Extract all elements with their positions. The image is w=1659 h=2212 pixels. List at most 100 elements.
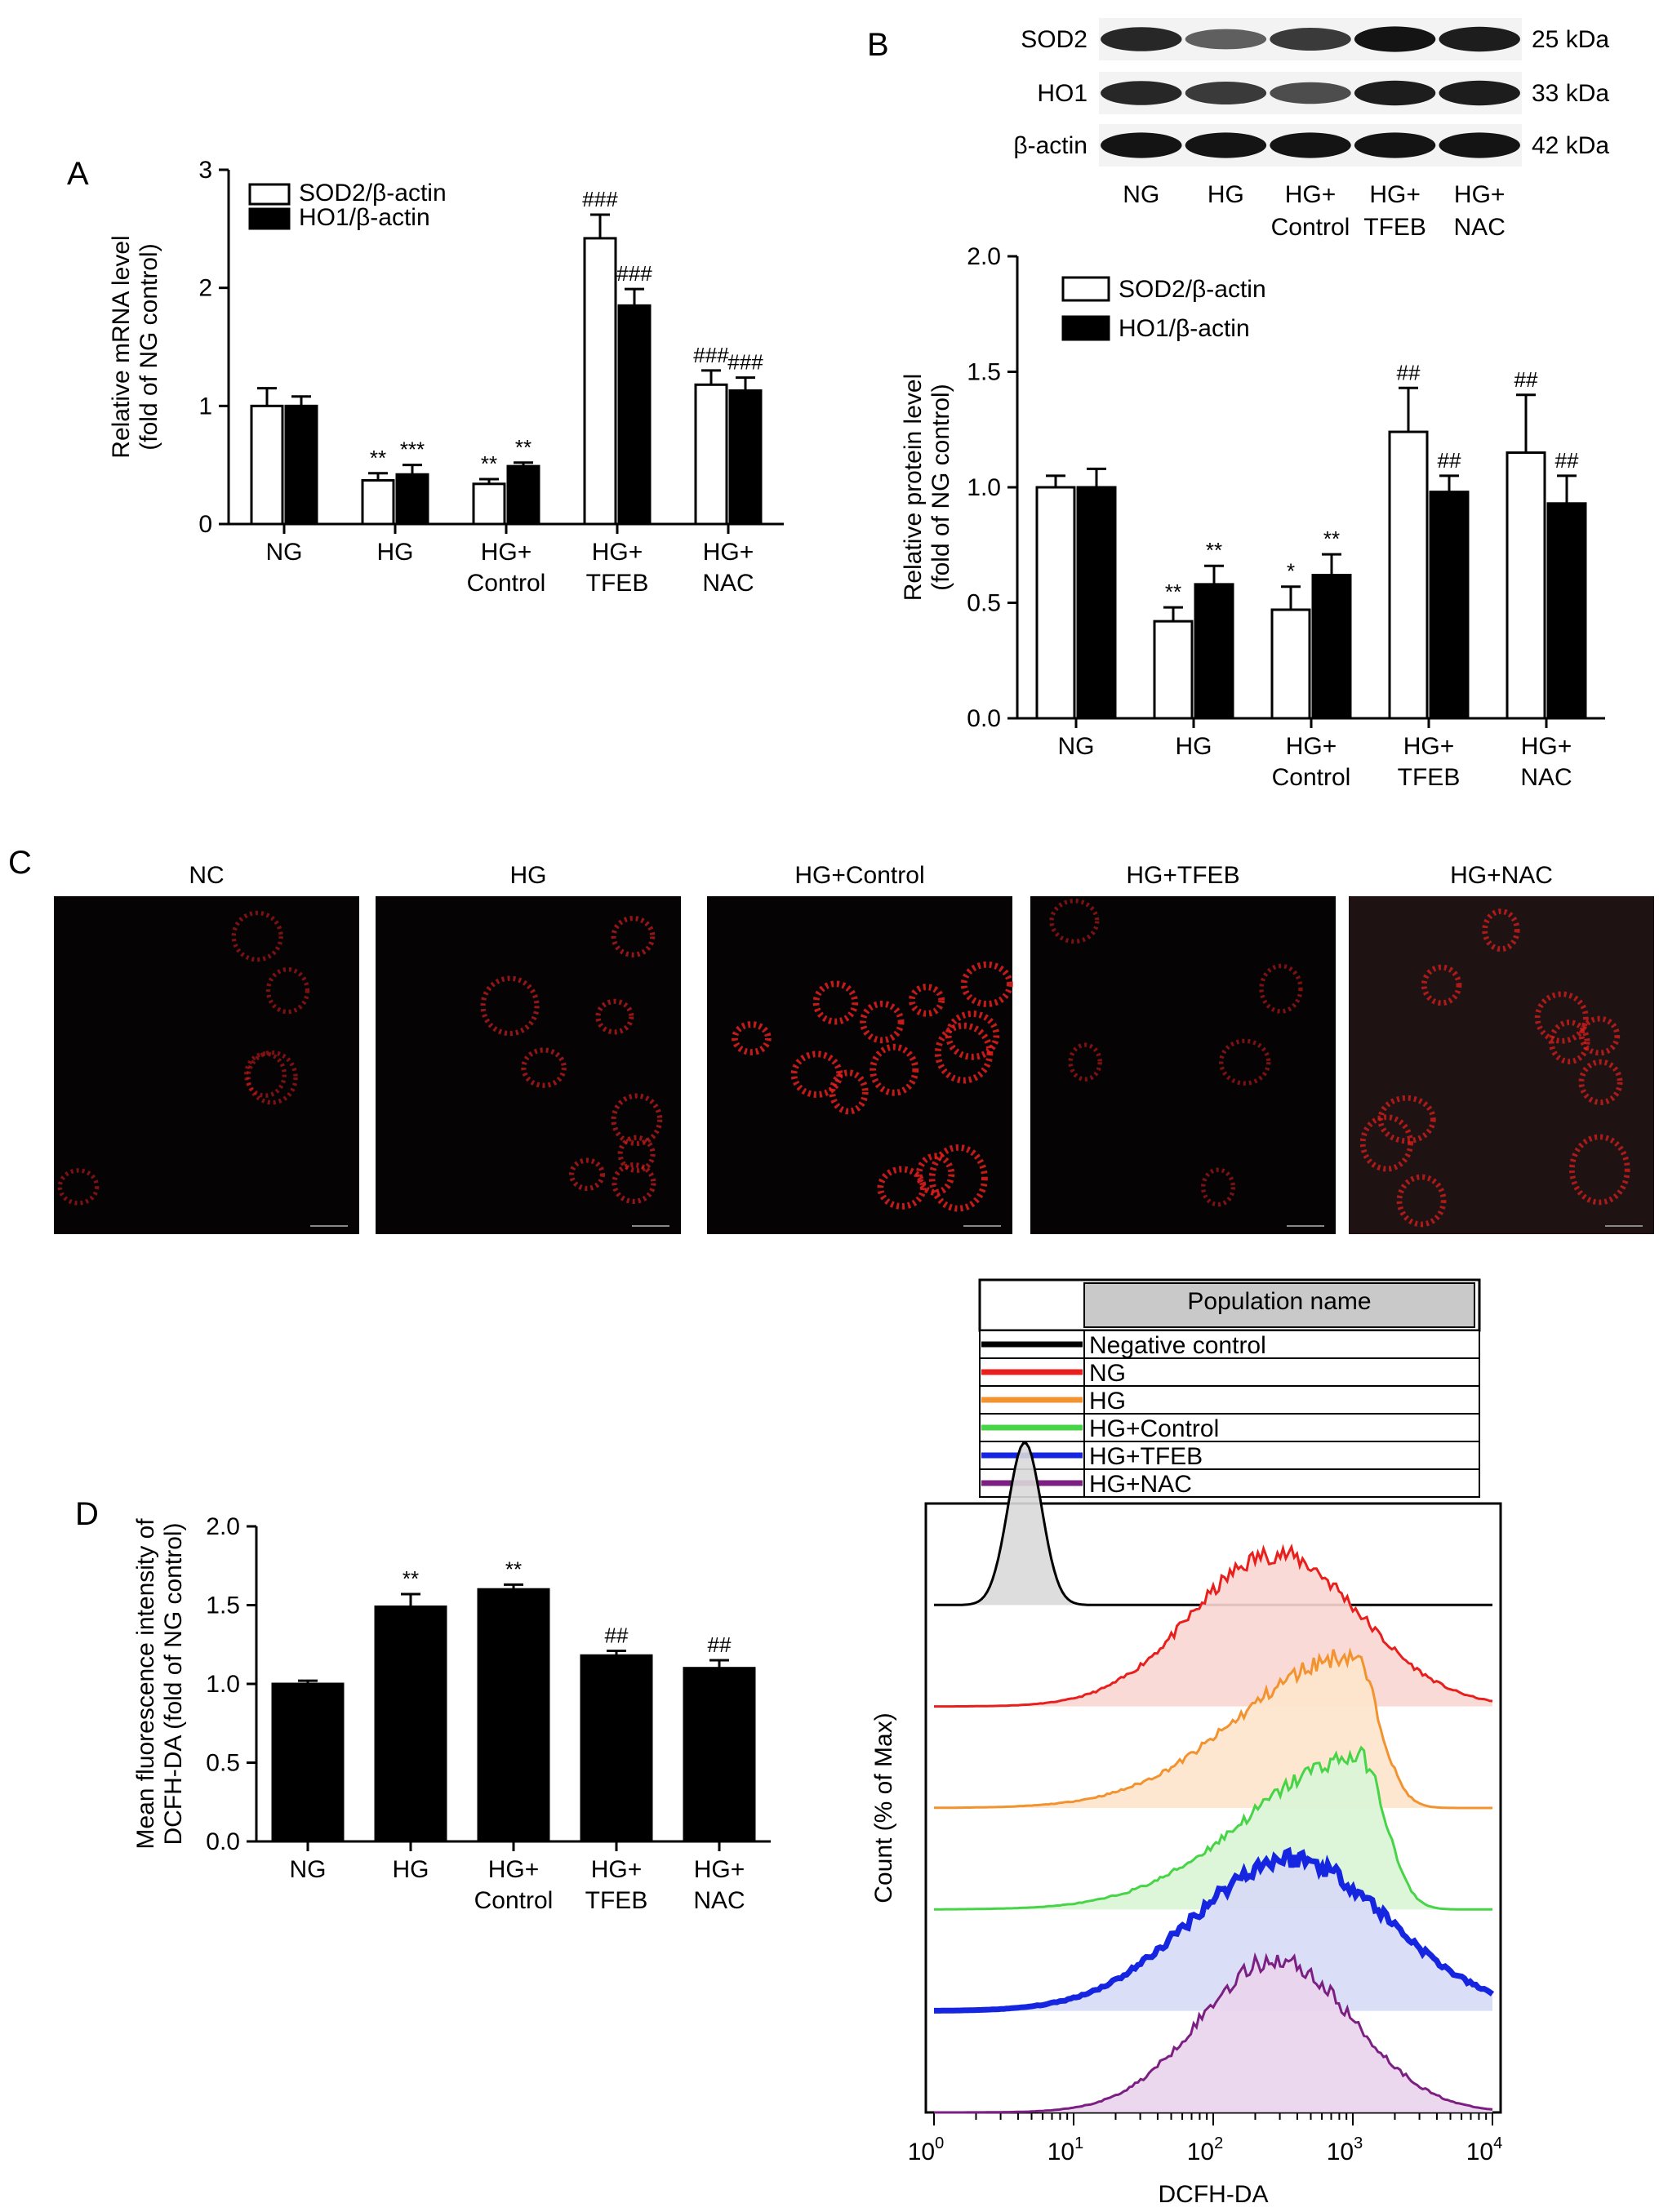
y-tick-label: 0 (198, 511, 212, 538)
stained-cell (1534, 991, 1589, 1044)
x-tick-label: 100 (908, 2134, 945, 2165)
y-tick-label: 0.0 (967, 705, 1001, 732)
bar (1311, 574, 1352, 720)
blot-band (1101, 81, 1182, 105)
bar (1035, 486, 1076, 720)
stained-cell (1259, 963, 1303, 1014)
x-tick-label: 103 (1327, 2134, 1363, 2165)
y-axis-label: Count (% of Max) (870, 1712, 897, 1903)
x-tick-label: 101 (1047, 2134, 1084, 2165)
significance-label: ** (370, 446, 386, 470)
stained-cell (1068, 1042, 1102, 1082)
blot-band (1185, 82, 1267, 104)
bar (580, 1654, 653, 1843)
lane-label: NAC (1454, 214, 1506, 241)
significance-label: *** (400, 438, 425, 462)
stained-cell (521, 1047, 567, 1088)
panel-b-chart: 0.0 0.5 1.0 1.5 2.0 Relative protein level (fo… (900, 243, 1605, 791)
stained-cell (870, 1043, 919, 1096)
y-axis-label: Mean fluorescence intensity of (132, 1518, 159, 1850)
protein-label: β-actin (1013, 132, 1087, 159)
blot-band (1185, 29, 1267, 50)
y-tick-label: 1.0 (206, 1671, 240, 1698)
x-tick-label: 104 (1466, 2134, 1503, 2165)
y-tick-label: 0.5 (967, 590, 1001, 617)
legend-header-cell (1083, 1282, 1475, 1328)
x-tick-label: NAC (702, 570, 754, 597)
histogram-fill (934, 1955, 1492, 2112)
bar (617, 304, 652, 526)
y-axis-label: Relative protein level (900, 374, 927, 601)
stained-cell (480, 975, 540, 1037)
y-tick-label: 1 (198, 393, 212, 420)
panel-label-d: D (75, 1496, 99, 1532)
bar (1429, 491, 1470, 720)
micrograph-row: NC HG HG+Control HG+TFEB HG+NAC (54, 862, 1654, 1234)
stained-cell (244, 1051, 287, 1098)
micrograph-label: HG+NAC (1450, 862, 1553, 889)
histogram-line (934, 1846, 1495, 2014)
stained-cell (1482, 908, 1520, 953)
significance-label: ### (616, 261, 652, 286)
bar (1153, 620, 1194, 720)
x-tick-label: HG+ (481, 539, 532, 566)
significance-label: ** (403, 1566, 419, 1591)
micrograph-panel (1030, 896, 1336, 1234)
legend-header: Population name (1187, 1288, 1371, 1315)
significance-label: ** (481, 451, 497, 476)
blot-band (1185, 132, 1267, 158)
stained-cell (612, 1162, 656, 1205)
panel-label-b: B (867, 27, 889, 63)
bar (472, 482, 506, 526)
histogram-fill (934, 1748, 1492, 1910)
bar (1388, 430, 1429, 720)
y-axis-label: DCFH-DA (fold of NG control) (160, 1522, 187, 1845)
micrograph-label: HG (510, 862, 547, 889)
bar (583, 237, 617, 526)
blot-band (1354, 132, 1436, 158)
stained-cell (57, 1168, 100, 1206)
y-axis-label: (fold of NG control) (136, 243, 162, 450)
x-tick-label: NAC (693, 1887, 745, 1914)
x-tick-label: HG+ (488, 1856, 540, 1883)
bar (395, 473, 429, 526)
stained-cell (1569, 1134, 1630, 1206)
significance-label: ## (708, 1632, 732, 1657)
bar (361, 478, 395, 526)
x-tick-label: HG+ (694, 1856, 745, 1883)
stained-cell (1548, 1019, 1590, 1064)
micrograph-panel (54, 896, 359, 1234)
histogram-line (934, 1745, 1492, 1911)
significance-label: ** (505, 1557, 522, 1581)
stained-cell (611, 1093, 663, 1147)
x-tick-label: NAC (1520, 764, 1572, 791)
y-tick-label: 3 (198, 157, 212, 184)
western-blot: SOD2 25 kDa HO1 33 kDa β-actin 42 kDa NG HG HG+ C… (1013, 18, 1609, 241)
micrograph-panel (376, 896, 681, 1234)
legend-label: NG (1089, 1360, 1126, 1387)
bar (284, 404, 318, 526)
histogram-line (934, 1544, 1493, 1708)
legend-label: SOD2/β-actin (1119, 276, 1266, 303)
y-tick-label: 2.0 (206, 1513, 240, 1540)
legend-label: Negative control (1089, 1332, 1266, 1359)
legend-label: HG+NAC (1089, 1471, 1192, 1498)
bar (250, 404, 284, 526)
stained-cell (231, 910, 283, 962)
significance-label: ** (1323, 526, 1340, 551)
y-tick-label: 2 (198, 275, 212, 302)
y-axis-label: (fold of NG control) (927, 384, 954, 590)
panel-d-chart: 0.0 0.5 1.0 1.5 2.0 Mean fluorescence intensi… (132, 1513, 771, 1914)
lane-label: Control (1271, 214, 1350, 241)
y-axis-label: Relative mRNA level (108, 235, 135, 458)
legend-label: HO1/β-actin (299, 204, 430, 231)
x-tick-label: HG+ (592, 539, 643, 566)
micrograph-panel (1349, 896, 1654, 1234)
y-tick-label: 2.0 (967, 243, 1001, 270)
stained-cell (1049, 898, 1100, 944)
stained-cell (860, 1000, 905, 1044)
x-tick-label: Control (474, 1887, 554, 1914)
x-tick-label: TFEB (586, 570, 649, 597)
x-tick-label: Control (467, 570, 546, 597)
panel-a-chart: 0 1 2 3 Relative mRNA level (fold of NG contr… (108, 157, 784, 597)
